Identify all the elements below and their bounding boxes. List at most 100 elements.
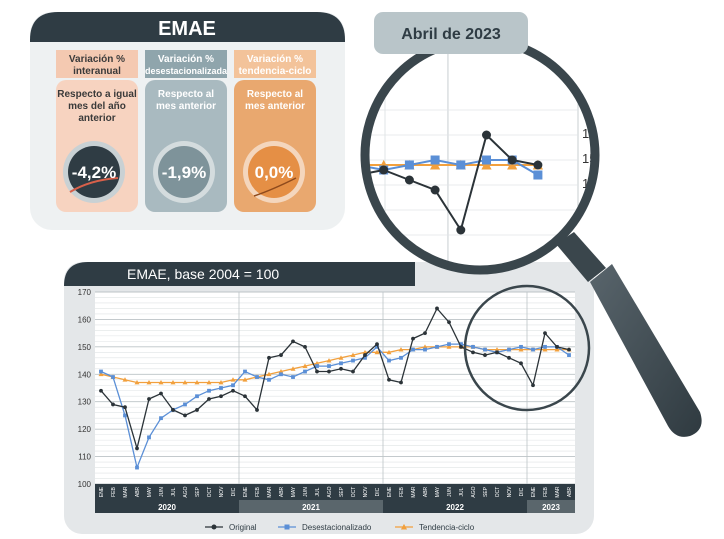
data-point (423, 331, 427, 336)
column-desestacionalizada: Variación % desestacionalizada Respecto … (145, 50, 228, 212)
x-tick-label: MAY (291, 486, 297, 497)
data-point (111, 375, 115, 379)
x-tick-label: AGO (471, 486, 477, 497)
data-point (374, 349, 380, 355)
data-point (411, 336, 415, 341)
x-tick-label: FEB (543, 486, 549, 496)
month-band (95, 484, 575, 500)
legend-label: Original (229, 523, 257, 532)
data-point (543, 331, 547, 336)
data-point (230, 377, 236, 382)
data-point (326, 358, 332, 363)
data-point (267, 377, 271, 382)
x-tick-label: OCT (495, 487, 501, 498)
data-point (303, 369, 307, 374)
x-tick-label: AGO (327, 486, 333, 497)
column-desest-desc-2: mes anterior (156, 101, 216, 112)
data-point (171, 408, 175, 412)
column-interanual-value: -4,2% (72, 163, 116, 182)
lens-data-point (482, 155, 491, 165)
data-point (134, 380, 140, 385)
column-desest-desc-1: Respecto al (158, 89, 214, 100)
data-point (339, 361, 343, 366)
data-point (399, 380, 403, 385)
data-point (567, 347, 571, 352)
column-interanual-badge (68, 146, 120, 198)
data-point (471, 350, 475, 355)
lens-data-point (507, 159, 518, 170)
data-point (339, 366, 343, 371)
data-point (399, 355, 403, 360)
lens-series-line (365, 133, 539, 233)
lens-data-point (481, 159, 492, 170)
column-tendencia-desc-2: mes anterior (245, 101, 305, 112)
x-tick-label: SEP (195, 486, 201, 497)
x-tick-label: NOV (363, 486, 369, 498)
data-point (218, 380, 224, 385)
column-desest-head1: Variación % (158, 54, 214, 65)
data-point (123, 405, 127, 410)
data-point (447, 342, 451, 347)
lens-data-point (404, 175, 414, 185)
y-tick-label: 110 (78, 453, 91, 462)
data-point (531, 383, 535, 388)
data-point (423, 347, 427, 352)
legend-marker (211, 524, 217, 530)
emae-card-header (30, 12, 345, 42)
emae-card: EMAE Variación % interanual Respecto a i… (30, 12, 345, 230)
x-tick-label: JUL (315, 487, 321, 496)
data-point (182, 380, 188, 385)
lens-data-point (354, 171, 363, 180)
column-desest-head-bg (145, 50, 227, 78)
data-point (435, 344, 439, 349)
x-tick-label: JUN (159, 487, 165, 497)
x-tick-label: ENE (531, 486, 537, 497)
data-point (207, 388, 211, 393)
data-point (471, 344, 475, 349)
legend-label: Desestacionalizado (302, 523, 372, 532)
data-point (483, 353, 487, 357)
x-tick-label: ENE (387, 486, 393, 497)
legend-marker (400, 523, 408, 530)
magnifier-neck (556, 232, 606, 282)
data-point (507, 347, 511, 352)
zoom-focus-ring (463, 284, 591, 412)
x-tick-label: ENE (99, 486, 105, 497)
x-tick-label: JUN (447, 487, 453, 497)
year-band (383, 500, 527, 513)
x-tick-label: ABR (135, 486, 141, 497)
data-point (122, 377, 128, 382)
year-band (527, 500, 575, 513)
y-tick-label: 140 (78, 370, 92, 379)
data-point (206, 380, 212, 385)
legend-marker (284, 524, 290, 530)
chart-title: EMAE, base 2004 = 100 (127, 266, 279, 282)
data-point (338, 355, 344, 360)
legend-label: Tendencia-ciclo (419, 523, 475, 532)
data-point (351, 358, 355, 363)
data-point (519, 344, 523, 349)
x-tick-label: AGO (183, 486, 189, 497)
data-point (542, 347, 548, 352)
data-point (146, 380, 152, 385)
x-tick-label: DIC (231, 487, 237, 496)
data-point (483, 347, 487, 352)
column-tendencia-head1: Variación % (247, 54, 303, 65)
lens-data-point (482, 130, 491, 140)
lens-data-point (533, 160, 543, 170)
data-point (411, 347, 415, 352)
data-point (147, 397, 151, 401)
column-interanual-desc-2: mes del año (68, 101, 126, 112)
data-point (398, 347, 404, 352)
data-point (494, 347, 500, 352)
column-interanual-head2: interanual (73, 66, 121, 77)
data-point (99, 388, 103, 393)
column-tendencia-head2: tendencia-ciclo (239, 66, 312, 77)
data-point (255, 375, 259, 379)
data-point (242, 377, 248, 382)
data-point (135, 465, 139, 470)
column-desest-value: -1,9% (162, 163, 206, 182)
data-point (243, 394, 247, 399)
series-line (100, 346, 569, 384)
